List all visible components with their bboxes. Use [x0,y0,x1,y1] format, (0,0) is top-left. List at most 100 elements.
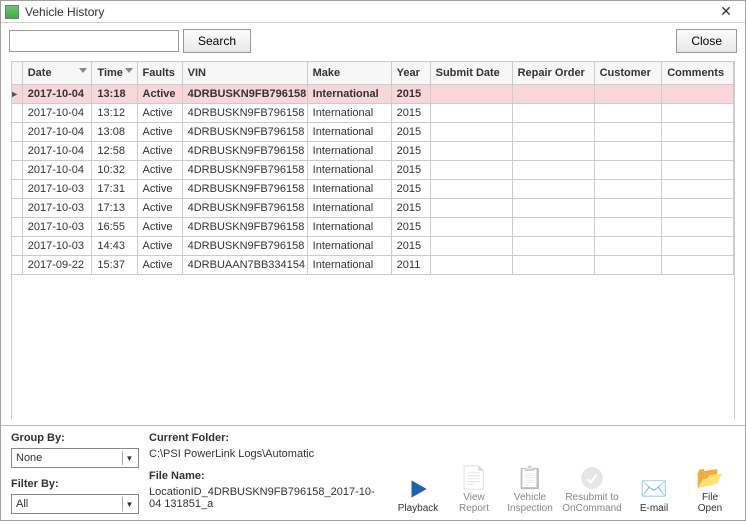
cell-comments [662,160,734,179]
cell-customer [594,103,662,122]
cell-submit [430,217,512,236]
group-by-combo[interactable]: None ▼ [11,448,139,468]
cell-time: 14:43 [92,236,137,255]
table-row[interactable]: 2017-10-0413:08Active4DRBUSKN9FB796158In… [12,122,734,141]
col-year[interactable]: Year [391,62,430,84]
folder-info: Current Folder: C:\PSI PowerLink Logs\Au… [149,432,383,514]
cell-customer [594,236,662,255]
sort-indicator-icon [79,68,87,73]
cell-comments [662,141,734,160]
playback-button[interactable]: Playback [393,475,443,514]
sort-indicator-icon [125,68,133,73]
table-row[interactable]: 2017-10-0413:18Active4DRBUSKN9FB796158In… [12,84,734,103]
cell-time: 17:31 [92,179,137,198]
cell-make: International [307,179,391,198]
cell-repair [512,198,594,217]
col-comments[interactable]: Comments [662,62,734,84]
col-indicator [12,62,22,84]
cell-submit [430,103,512,122]
cell-date: 2017-10-03 [22,198,92,217]
cell-faults: Active [137,122,182,141]
chevron-down-icon: ▼ [122,451,136,465]
cell-comments [662,236,734,255]
cell-submit [430,198,512,217]
action-bar: Playback 📄 View Report 📋 Vehicle Inspect… [393,432,735,514]
filter-controls: Group By: None ▼ Filter By: All ▼ [11,432,139,514]
cell-faults: Active [137,236,182,255]
cell-date: 2017-10-04 [22,122,92,141]
cell-repair [512,122,594,141]
search-input[interactable] [9,30,179,52]
col-submit[interactable]: Submit Date [430,62,512,84]
cell-customer [594,217,662,236]
col-faults[interactable]: Faults [137,62,182,84]
cell-faults: Active [137,141,182,160]
cell-faults: Active [137,160,182,179]
cell-customer [594,179,662,198]
cell-submit [430,236,512,255]
row-indicator [12,141,22,160]
cell-vin: 4DRBUSKN9FB796158 [182,141,307,160]
table-row[interactable]: 2017-10-0410:32Active4DRBUSKN9FB796158In… [12,160,734,179]
cell-comments [662,179,734,198]
col-time[interactable]: Time [92,62,137,84]
close-button[interactable]: Close [676,29,737,53]
table-row[interactable]: 2017-10-0412:58Active4DRBUSKN9FB796158In… [12,141,734,160]
cell-vin: 4DRBUSKN9FB796158 [182,122,307,141]
cell-make: International [307,160,391,179]
toolbar: Search Close [1,23,745,59]
cell-submit [430,160,512,179]
col-vin[interactable]: VIN [182,62,307,84]
cell-faults: Active [137,179,182,198]
view-report-button[interactable]: 📄 View Report [449,464,499,514]
filter-by-value: All [16,498,28,510]
cell-date: 2017-10-04 [22,141,92,160]
cell-customer [594,160,662,179]
cell-submit [430,141,512,160]
file-open-button[interactable]: 📂 File Open [685,464,735,514]
cell-customer [594,198,662,217]
email-button[interactable]: ✉️ E-mail [629,475,679,514]
col-date[interactable]: Date [22,62,92,84]
cell-repair [512,160,594,179]
grid-blank-area [12,275,734,420]
table-row[interactable]: 2017-09-2215:37Active4DRBUAAN7BB334154In… [12,255,734,274]
row-indicator [12,198,22,217]
table-row[interactable]: 2017-10-0317:31Active4DRBUSKN9FB796158In… [12,179,734,198]
cell-faults: Active [137,84,182,103]
window-close-button[interactable]: ✕ [711,3,741,20]
cell-year: 2015 [391,198,430,217]
table-row[interactable]: 2017-10-0317:13Active4DRBUSKN9FB796158In… [12,198,734,217]
filter-by-label: Filter By: [11,478,139,490]
file-name-label: File Name: [149,470,383,482]
cell-make: International [307,198,391,217]
table-row[interactable]: 2017-10-0316:55Active4DRBUSKN9FB796158In… [12,217,734,236]
cell-repair [512,141,594,160]
cell-faults: Active [137,255,182,274]
cell-date: 2017-10-04 [22,84,92,103]
table-row[interactable]: 2017-10-0314:43Active4DRBUSKN9FB796158In… [12,236,734,255]
cell-vin: 4DRBUSKN9FB796158 [182,84,307,103]
cell-year: 2015 [391,179,430,198]
vehicle-inspection-button[interactable]: 📋 Vehicle Inspection [505,464,555,514]
resubmit-button[interactable]: Resubmit to OnCommand [561,464,623,514]
current-folder-value: C:\PSI PowerLink Logs\Automatic [149,448,383,460]
row-indicator [12,160,22,179]
cell-date: 2017-10-03 [22,179,92,198]
col-make[interactable]: Make [307,62,391,84]
search-button[interactable]: Search [183,29,251,53]
folder-open-icon: 📂 [695,464,725,492]
table-row[interactable]: 2017-10-0413:12Active4DRBUSKN9FB796158In… [12,103,734,122]
cell-date: 2017-09-22 [22,255,92,274]
cell-make: International [307,84,391,103]
col-repair[interactable]: Repair Order [512,62,594,84]
row-indicator [12,179,22,198]
cell-repair [512,217,594,236]
report-icon: 📄 [459,464,489,492]
cell-faults: Active [137,198,182,217]
cell-repair [512,84,594,103]
cell-vin: 4DRBUSKN9FB796158 [182,103,307,122]
col-customer[interactable]: Customer [594,62,662,84]
cell-make: International [307,141,391,160]
filter-by-combo[interactable]: All ▼ [11,494,139,514]
